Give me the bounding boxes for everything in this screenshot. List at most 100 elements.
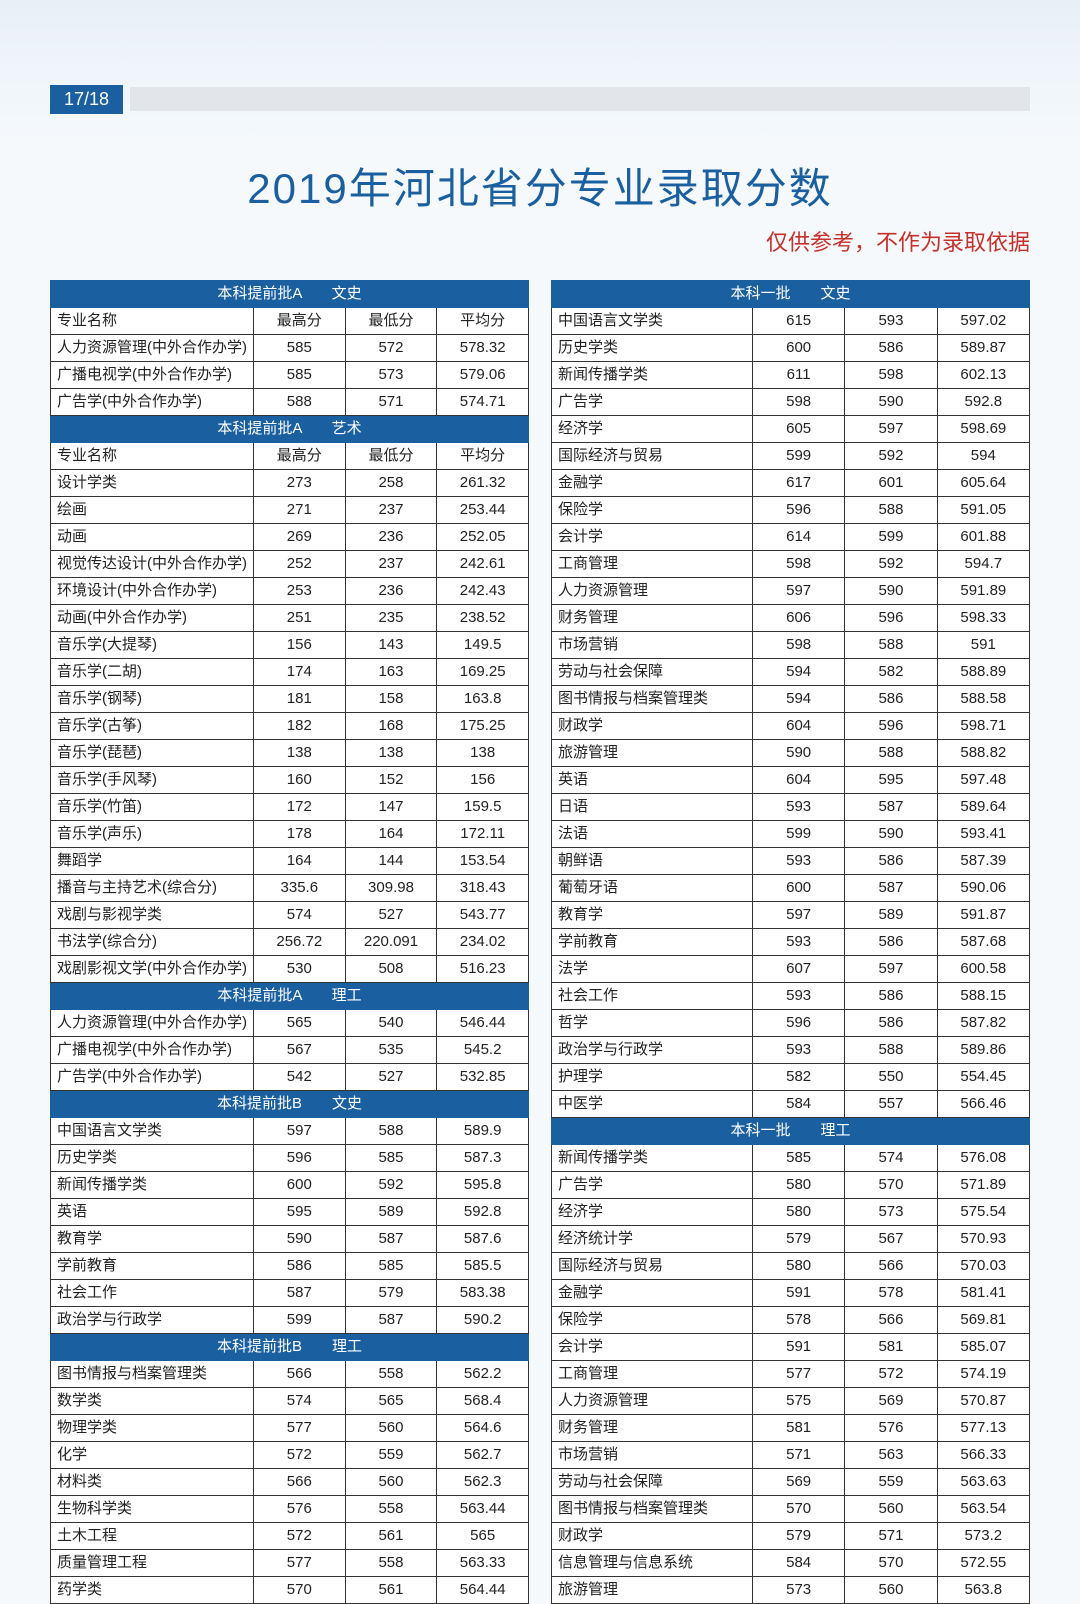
score-cell: 220.091 [345,929,437,956]
score-cell: 577 [254,1415,346,1442]
score-cell: 574.71 [437,389,529,416]
score-cell: 587 [345,1226,437,1253]
score-cell: 587.39 [937,848,1029,875]
table-row: 市场营销571563566.33 [552,1442,1030,1469]
major-name: 经济统计学 [552,1226,753,1253]
score-cell: 149.5 [437,632,529,659]
score-cell: 567 [845,1226,937,1253]
score-cell: 572 [254,1442,346,1469]
page-title: 2019年河北省分专业录取分数 [0,155,1080,216]
section-title: 本科提前批A 艺术 [51,416,529,443]
score-cell: 169.25 [437,659,529,686]
table-row: 保险学578566569.81 [552,1307,1030,1334]
score-cell: 144 [345,848,437,875]
table-row: 音乐学(二胡)174163169.25 [51,659,529,686]
score-cell: 598.33 [937,605,1029,632]
score-cell: 557 [845,1091,937,1118]
score-cell: 596 [845,713,937,740]
score-cell: 596 [845,605,937,632]
table-row: 历史学类600586589.87 [552,335,1030,362]
score-cell: 588 [345,1118,437,1145]
major-name: 图书情报与档案管理类 [552,1496,753,1523]
score-cell: 138 [437,740,529,767]
major-name: 护理学 [552,1064,753,1091]
score-cell: 591.87 [937,902,1029,929]
table-row: 人力资源管理(中外合作办学)565540546.44 [51,1010,529,1037]
score-cell: 563.44 [437,1496,529,1523]
score-cell: 160 [254,767,346,794]
score-cell: 581 [752,1415,844,1442]
major-name: 播音与主持艺术(综合分) [51,875,254,902]
score-cell: 591 [937,632,1029,659]
major-name: 土木工程 [51,1523,254,1550]
table-row: 音乐学(古筝)182168175.25 [51,713,529,740]
score-cell: 592 [845,551,937,578]
table-row: 护理学582550554.45 [552,1064,1030,1091]
major-name: 生物科学类 [51,1496,254,1523]
table-row: 广告学580570571.89 [552,1172,1030,1199]
table-row: 新闻传播学类600592595.8 [51,1172,529,1199]
major-name: 质量管理工程 [51,1550,254,1577]
table-row: 法学607597600.58 [552,956,1030,983]
major-name: 政治学与行政学 [552,1037,753,1064]
score-cell: 256.72 [254,929,346,956]
section-title: 本科一批 理工 [552,1118,1030,1145]
score-cell: 587 [845,794,937,821]
score-cell: 570.03 [937,1253,1029,1280]
score-cell: 566 [845,1307,937,1334]
table-row: 材料类566560562.3 [51,1469,529,1496]
score-cell: 588.15 [937,983,1029,1010]
major-name: 戏剧与影视学类 [51,902,254,929]
score-cell: 585 [345,1253,437,1280]
score-cell: 566 [254,1361,346,1388]
score-cell: 592 [845,443,937,470]
score-cell: 587.6 [437,1226,529,1253]
score-cell: 164 [345,821,437,848]
score-cell: 585 [752,1145,844,1172]
score-cell: 572 [345,335,437,362]
major-name: 戏剧影视文学(中外合作办学) [51,956,254,983]
major-name: 物理学类 [51,1415,254,1442]
table-row: 人力资源管理575569570.87 [552,1388,1030,1415]
score-cell: 570.87 [937,1388,1029,1415]
table-row: 环境设计(中外合作办学)253236242.43 [51,578,529,605]
score-cell: 582 [752,1064,844,1091]
score-cell: 590 [845,578,937,605]
score-cell: 508 [345,956,437,983]
score-cell: 588 [845,497,937,524]
table-row: 会计学591581585.07 [552,1334,1030,1361]
score-cell: 559 [345,1442,437,1469]
score-cell: 152 [345,767,437,794]
table-row: 社会工作593586588.15 [552,983,1030,1010]
score-cell: 563.54 [937,1496,1029,1523]
score-cell: 563.33 [437,1550,529,1577]
table-row: 数学类574565568.4 [51,1388,529,1415]
column-header-row: 专业名称最高分最低分平均分 [51,308,529,335]
score-cell: 253 [254,578,346,605]
major-name: 广告学 [552,1172,753,1199]
major-name: 化学 [51,1442,254,1469]
score-cell: 601.88 [937,524,1029,551]
score-cell: 582 [845,659,937,686]
table-row: 金融学617601605.64 [552,470,1030,497]
score-cell: 253.44 [437,497,529,524]
score-cell: 163 [345,659,437,686]
table-row: 音乐学(竹笛)172147159.5 [51,794,529,821]
score-cell: 588 [845,1037,937,1064]
score-cell: 597 [254,1118,346,1145]
score-cell: 592.8 [937,389,1029,416]
major-name: 旅游管理 [552,740,753,767]
score-cell: 540 [345,1010,437,1037]
table-row: 图书情报与档案管理类594586588.58 [552,686,1030,713]
table-row: 书法学(综合分)256.72220.091234.02 [51,929,529,956]
score-cell: 568.4 [437,1388,529,1415]
major-name: 绘画 [51,497,254,524]
score-cell: 242.61 [437,551,529,578]
score-cell: 570 [845,1550,937,1577]
score-cell: 562.7 [437,1442,529,1469]
major-name: 图书情报与档案管理类 [51,1361,254,1388]
score-cell: 560 [845,1577,937,1604]
major-name: 财务管理 [552,1415,753,1442]
major-name: 材料类 [51,1469,254,1496]
score-cell: 269 [254,524,346,551]
